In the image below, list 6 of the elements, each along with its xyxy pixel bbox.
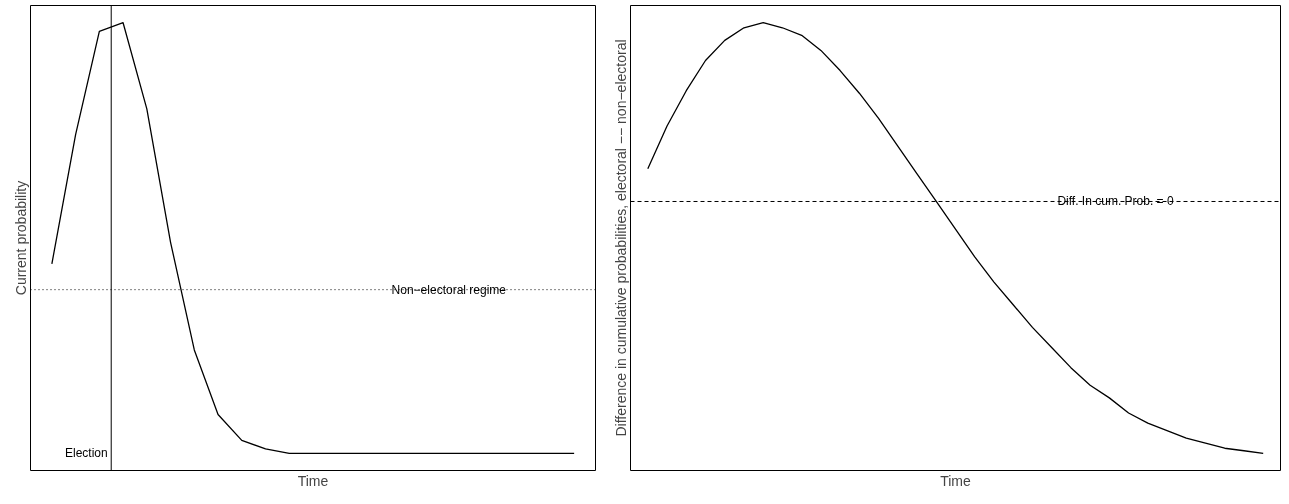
annotation: Election	[64, 446, 108, 461]
x-axis-title: Time	[940, 472, 972, 489]
ref-line-label: Non−electoral regime	[391, 282, 507, 297]
y-axis-title: Difference in cumulative probabilities, electoral −− non−electoral	[612, 39, 629, 437]
y-axis-title: Current probability	[12, 180, 29, 296]
x-axis-title: Time	[297, 472, 329, 489]
